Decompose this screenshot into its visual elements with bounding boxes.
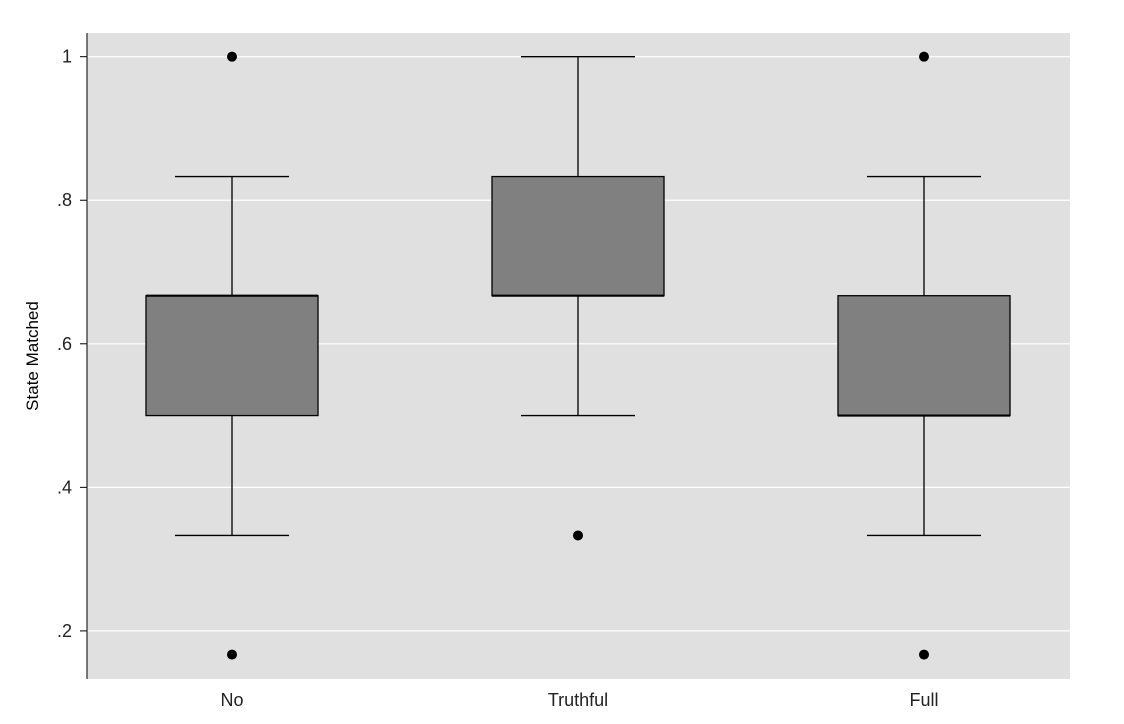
outlier-point-1	[919, 649, 929, 660]
y-axis: .2 .4 .6 .8 1	[57, 33, 88, 679]
y-tick-label-4: 1	[62, 47, 72, 67]
outlier-point-0	[227, 51, 237, 62]
outlier-point-1	[227, 649, 237, 660]
outlier-point-0	[573, 530, 583, 541]
box-truthful	[491, 56, 665, 541]
x-tick-label-truthful: Truthful	[548, 690, 608, 710]
x-tick-label-no: No	[220, 690, 243, 710]
iqr-box	[837, 295, 1011, 417]
y-tick-label-3: .8	[57, 190, 72, 210]
y-axis-title: State Matched	[23, 301, 42, 411]
outlier-point-0	[919, 51, 929, 62]
boxes	[145, 51, 1011, 660]
y-tick-label-0: .2	[57, 621, 72, 641]
x-axis: No Truthful Full	[220, 690, 938, 710]
iqr-box	[145, 295, 319, 417]
box-no	[145, 51, 319, 660]
y-tick-label-1: .4	[57, 477, 72, 497]
x-tick-label-full: Full	[909, 690, 938, 710]
box-full	[837, 51, 1011, 660]
y-tick-label-2: .6	[57, 334, 72, 354]
iqr-box	[491, 175, 665, 297]
